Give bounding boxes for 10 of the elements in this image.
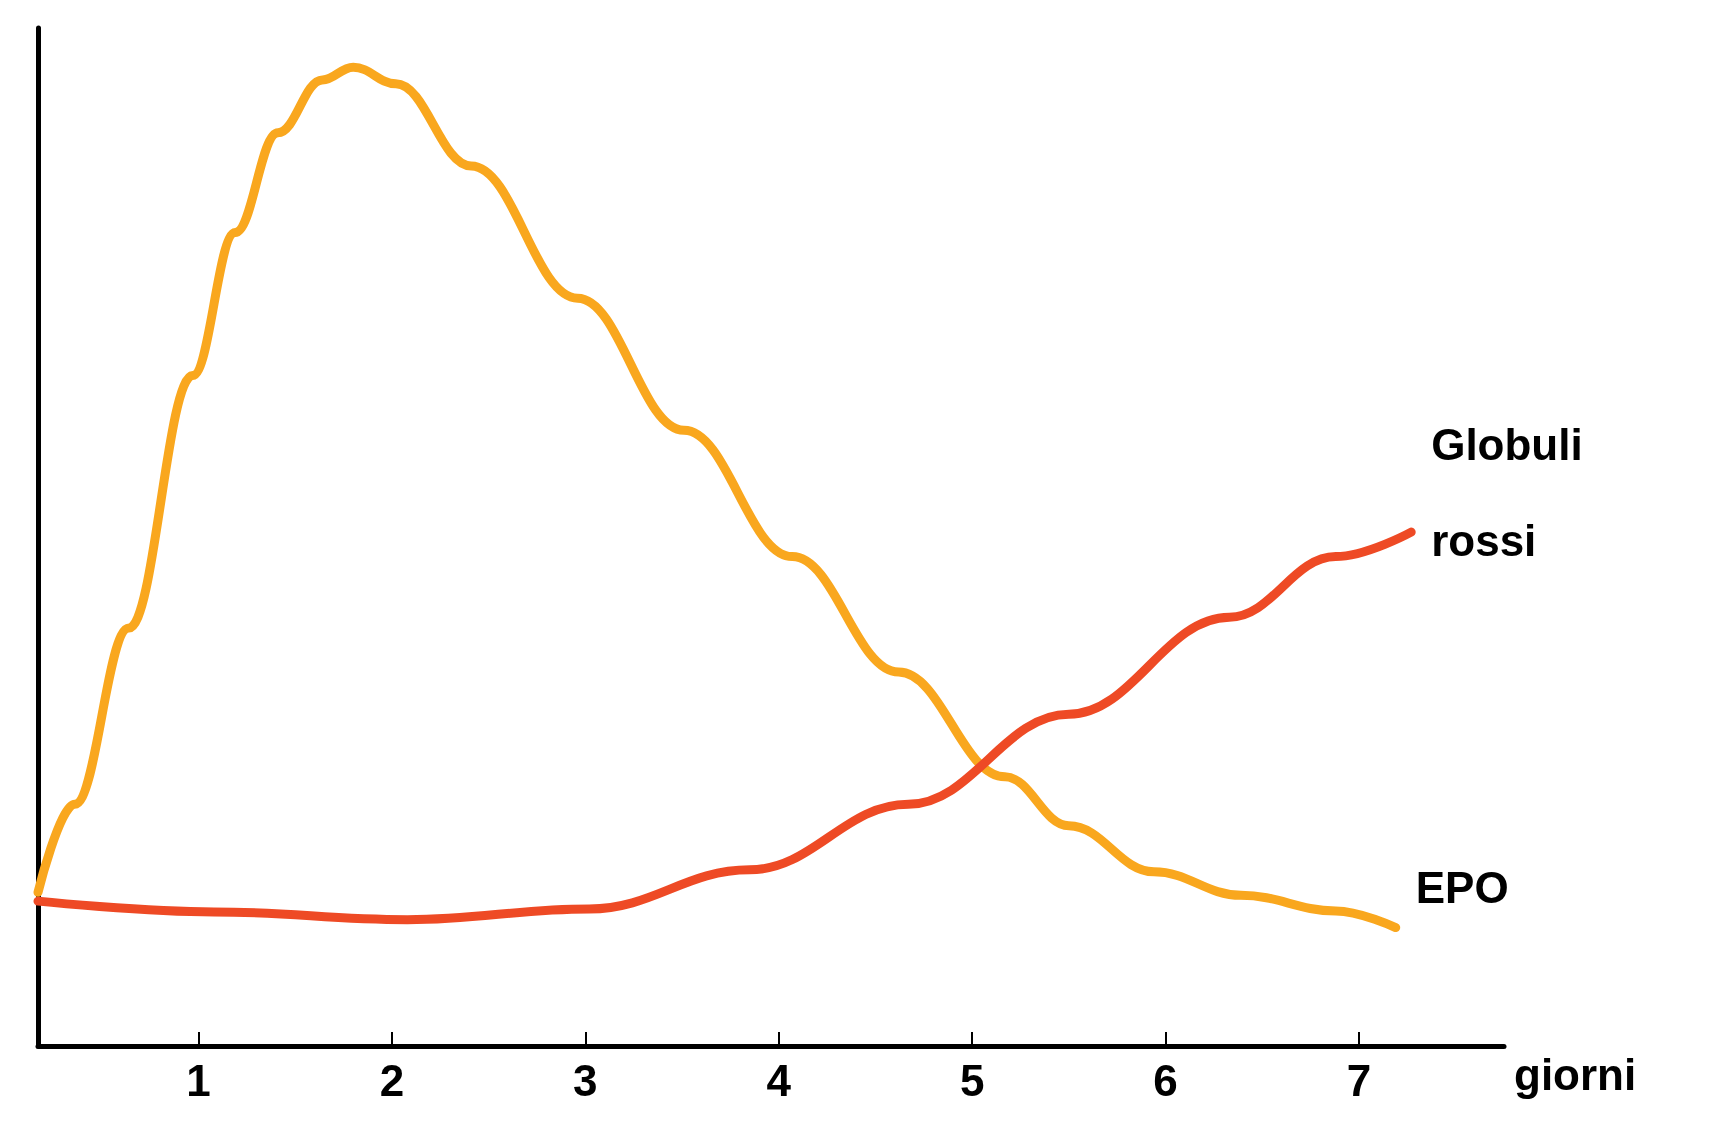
x-tick-label: 5 [959, 1055, 985, 1105]
x-tick-label: 6 [1153, 1055, 1178, 1105]
x-tick-label: 1 [186, 1055, 211, 1105]
x-tick-label: 3 [573, 1055, 598, 1105]
series-label: EPO [1415, 863, 1509, 913]
series-label: Globuli rossi [1431, 419, 1595, 565]
x-tick-label: 4 [766, 1055, 792, 1105]
x-tick-label: 7 [1346, 1055, 1372, 1105]
x-tick-label: 2 [379, 1055, 405, 1105]
x-axis-title: giorni [1514, 1049, 1637, 1099]
